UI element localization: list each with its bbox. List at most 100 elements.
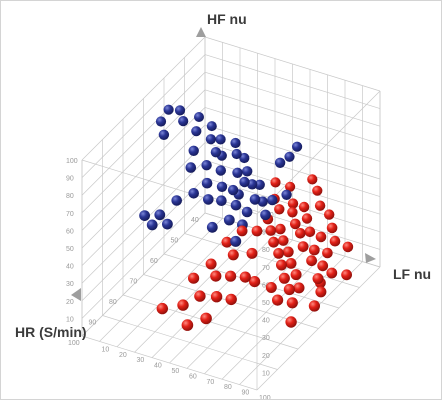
data-point-blue (215, 165, 226, 176)
data-point-red (297, 241, 309, 253)
data-point-blue (201, 177, 213, 189)
data-point-blue (206, 221, 218, 233)
data-point-blue (154, 209, 166, 221)
data-point-blue (239, 152, 250, 164)
x-tick-label: 90 (242, 390, 250, 397)
z-tick-label: 60 (262, 282, 270, 289)
data-point-blue (284, 151, 295, 162)
data-point-red (273, 248, 284, 259)
grid-line-back-wall (81, 124, 206, 249)
data-point-red (246, 247, 258, 259)
data-point-red (251, 225, 263, 237)
data-point-red (308, 244, 320, 256)
z-tick-label: 10 (66, 316, 74, 323)
x-tick-label: 60 (189, 373, 197, 380)
z-tick-label: 100 (66, 158, 78, 165)
data-point-red (306, 255, 317, 267)
data-point-blue (249, 194, 261, 205)
data-point-blue (292, 141, 303, 152)
data-point-red (324, 209, 335, 220)
z-tick-label: 50 (66, 246, 74, 253)
data-point-blue (188, 145, 199, 156)
data-point-red (315, 286, 327, 298)
z-tick-label: 70 (66, 211, 74, 218)
data-point-red (188, 272, 200, 284)
grid-line-back-wall (81, 142, 206, 266)
z-tick-label: 40 (262, 318, 270, 325)
data-point-red (225, 270, 237, 282)
data-point-red (326, 267, 338, 279)
data-point-red (272, 294, 284, 306)
data-point-red (287, 207, 298, 218)
data-point-blue (174, 105, 186, 116)
grid-line-floor (102, 315, 278, 370)
data-point-red (317, 260, 329, 272)
data-point-red (307, 174, 318, 185)
axis-arrows (71, 27, 376, 301)
grid-line-back-wall (81, 107, 206, 231)
data-point-red (221, 236, 233, 248)
grid-line-side-wall (204, 71, 381, 127)
data-point-red (295, 228, 306, 239)
data-point-blue (216, 181, 228, 192)
grid-line-back-wall (81, 177, 206, 302)
data-point-blue (171, 195, 182, 206)
grid-line-floor (81, 335, 258, 391)
data-point-red (275, 223, 286, 235)
y-tick-label: 80 (109, 299, 117, 306)
data-point-blue (281, 189, 292, 200)
data-point-blue (232, 167, 243, 178)
data-point-red (287, 198, 299, 209)
data-point-red (314, 200, 326, 211)
data-point-red (286, 297, 298, 309)
data-point-red (283, 283, 295, 296)
data-point-red (274, 204, 285, 215)
data-point-blue (146, 219, 158, 231)
data-point-blue (267, 194, 278, 206)
data-point-blue (158, 129, 170, 140)
x-axis-title: LF nu (393, 266, 431, 282)
data-point-red (265, 282, 277, 293)
data-point-blue (230, 137, 241, 149)
grid-line-side-wall (204, 124, 381, 180)
x-tick-label: 30 (137, 357, 145, 364)
data-point-blue (227, 184, 239, 196)
z-tick-label: 30 (262, 335, 270, 342)
y-tick-label: 40 (191, 217, 199, 224)
data-point-red (156, 302, 168, 315)
grid-line-back-wall (81, 159, 206, 284)
data-point-blue (205, 134, 216, 145)
data-point-blue (216, 195, 227, 206)
data-point-blue (163, 104, 174, 115)
data-point-red (304, 226, 316, 238)
data-point-red (210, 270, 222, 282)
grid-line-floor (184, 233, 360, 288)
z-tick-label: 50 (262, 300, 270, 307)
data-point-blue (203, 194, 214, 205)
z-tick-label: 10 (262, 370, 270, 377)
z-tick-label: 90 (66, 176, 74, 183)
data-points (139, 104, 354, 331)
data-point-red (329, 235, 341, 247)
data-point-blue (274, 157, 286, 168)
z-axis-arrowhead (196, 27, 206, 37)
data-point-red (278, 272, 290, 284)
data-point-red (225, 293, 237, 306)
z-tick-label: 40 (66, 264, 74, 271)
x-tick-label: 80 (224, 384, 232, 391)
x-tick-label: 10 (102, 346, 110, 353)
data-point-red (293, 282, 305, 294)
data-point-blue (139, 210, 151, 222)
y-tick-label: 90 (89, 320, 97, 327)
x-tick-label: 50 (172, 368, 180, 375)
data-point-red (194, 290, 206, 302)
data-point-red (270, 177, 281, 188)
y-tick-label: 50 (171, 238, 179, 245)
data-point-red (282, 246, 294, 258)
data-point-red (285, 258, 297, 269)
data-point-blue (230, 235, 242, 247)
data-point-red (278, 235, 289, 246)
data-point-blue (223, 214, 235, 226)
z-tick-label: 60 (66, 228, 74, 235)
